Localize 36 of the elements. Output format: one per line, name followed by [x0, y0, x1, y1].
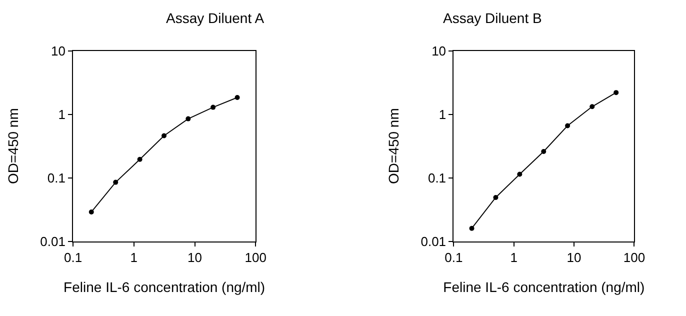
x-axis-title: Feline IL-6 concentration (ng/ml)	[64, 279, 266, 296]
y-axis-title: OD=450 nm	[385, 108, 402, 184]
x-tick-label: 100	[244, 250, 266, 265]
point	[614, 90, 619, 96]
x-tick-label: 1	[510, 250, 518, 265]
point	[493, 194, 498, 200]
x-tick-label: 100	[623, 250, 646, 265]
y-tick-label: 0.1	[47, 170, 66, 186]
x-tick-label: 1	[130, 250, 138, 265]
x-tick-label: 0.1	[64, 250, 82, 265]
x-tick-label: 10	[566, 250, 582, 265]
y-tick-label: 0.1	[428, 170, 446, 186]
point	[162, 133, 167, 138]
point	[113, 180, 118, 185]
y-tick-label: 1	[58, 106, 66, 122]
y-tick-label: 10	[432, 43, 446, 58]
x-tick-label: 10	[188, 250, 202, 265]
chart-title: Assay Diluent B	[443, 10, 542, 26]
x-axis-title: Feline IL-6 concentration (ng/ml)	[443, 279, 645, 296]
point	[210, 104, 216, 110]
y-tick-label: 0.01	[40, 234, 66, 249]
point	[88, 209, 94, 214]
point	[469, 226, 474, 231]
point	[541, 148, 546, 154]
point	[137, 156, 142, 162]
y-tick-label: 1	[438, 106, 446, 122]
y-tick-label: 0.01	[420, 234, 446, 249]
point	[565, 123, 570, 128]
y-tick-label: 10	[51, 43, 66, 58]
point	[186, 116, 191, 122]
point	[590, 104, 595, 110]
point	[517, 172, 522, 177]
point	[234, 95, 240, 100]
chart-title: Assay Diluent A	[166, 10, 265, 26]
y-axis-title: OD=450 nm	[4, 108, 21, 184]
x-tick-label: 0.1	[444, 250, 463, 265]
